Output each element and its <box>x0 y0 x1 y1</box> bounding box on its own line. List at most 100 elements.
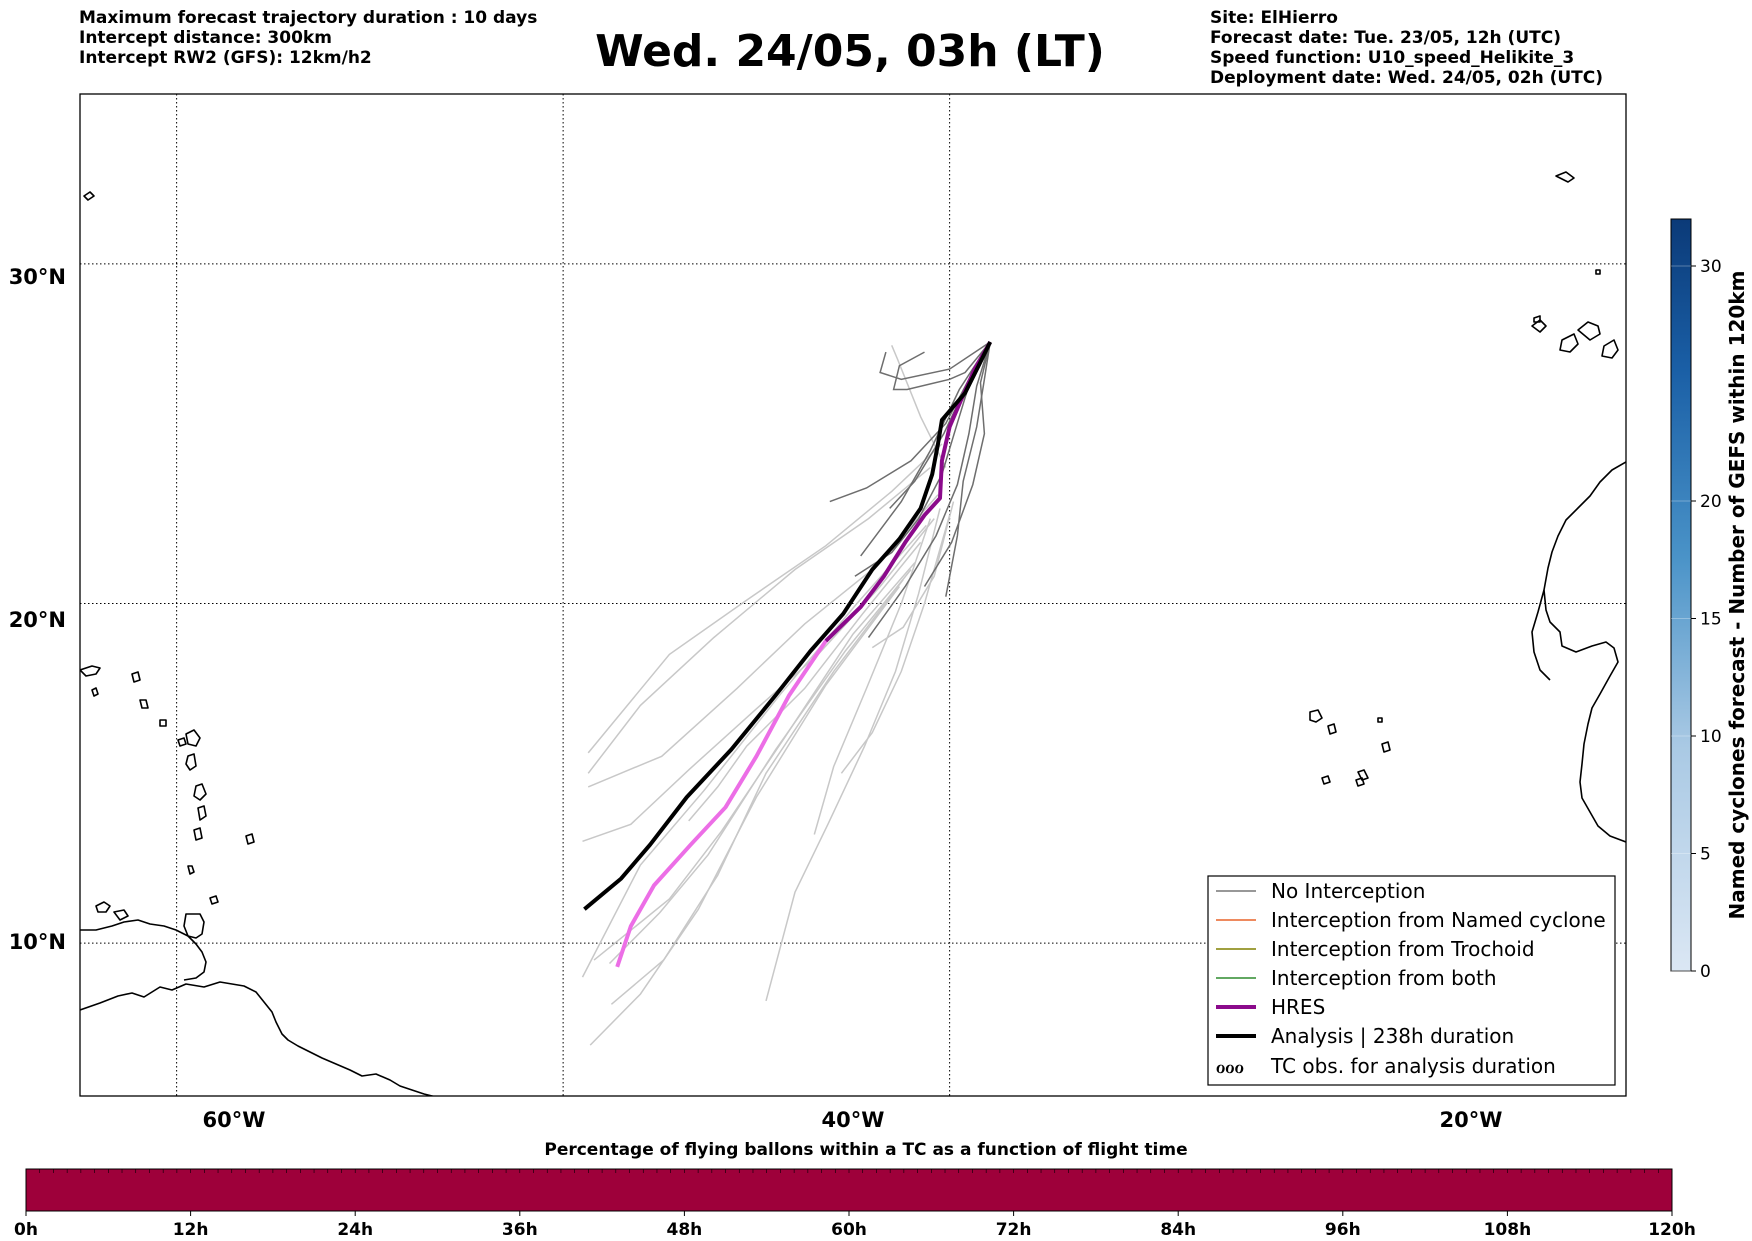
colorbar-flight-time-title: Percentage of flying ballons within a TC… <box>544 1140 1187 1160</box>
param-site: Site: ElHierro <box>1210 8 1338 28</box>
colorbar-cyclones-tick-label-3: 15 <box>1700 610 1722 630</box>
island-cape-verde-4 <box>1357 769 1369 781</box>
legend-label-analysis: Analysis | 238h duration <box>1271 1024 1514 1048</box>
lat-label-30n: 30°N <box>9 265 66 289</box>
legend-box <box>1207 875 1616 1086</box>
island-curacao <box>113 909 129 921</box>
param-forecast-date: Forecast date: Tue. 23/05, 12h (UTC) <box>1210 28 1561 48</box>
coast-venezuela-north <box>80 919 207 981</box>
island-east-small <box>1595 269 1601 275</box>
param-duration: Maximum forecast trajectory duration : 1… <box>79 8 538 28</box>
trajectory-ensemble-dark-0 <box>860 341 991 557</box>
island-virgin <box>131 671 141 683</box>
island-fuerteventura <box>1559 333 1579 353</box>
colorbar-flight-time-tick-label-0: 0h <box>14 1220 38 1240</box>
colorbar-cyclones-tick-label-1: 5 <box>1700 845 1711 865</box>
colorbar-flight-time-ticks: 0h 12h 24h 36h 48h 60h 72h 84h 96h 108h 120h <box>14 1169 1696 1240</box>
colorbar-flight-time-tick-label-3: 36h <box>502 1220 538 1240</box>
island-lanzarote <box>1577 321 1601 341</box>
island-antigua <box>177 737 187 747</box>
colorbar-flight-time-tick-label-10: 120h <box>1648 1220 1696 1240</box>
colorbar-flight-time-tick-label-5: 60h <box>831 1220 867 1240</box>
colorbar-cyclones-title: Named cyclones forecast - Number of GEFS… <box>1725 271 1749 920</box>
trajectory-ensemble-light-3 <box>582 518 935 843</box>
island-trinidad <box>183 913 205 939</box>
param-intercept-distance: Intercept distance: 300km <box>79 28 332 48</box>
colorbar-cyclones-tick-label-0: 0 <box>1700 962 1711 982</box>
island-cape-verde-3 <box>1381 741 1391 753</box>
trajectory-analysis <box>583 341 992 911</box>
trajectory-ensemble-dark-2 <box>867 341 991 638</box>
island-madeira <box>1555 171 1575 183</box>
island-la-palma <box>1533 315 1541 323</box>
island-st-lucia <box>197 805 207 821</box>
coast-africa <box>1543 461 1626 843</box>
island-dominica <box>185 753 197 771</box>
island-cape-verde-7 <box>1377 717 1383 723</box>
colorbar-flight-time-tick-label-9: 108h <box>1484 1220 1532 1240</box>
trajectory-ensemble-light-1 <box>587 467 931 774</box>
island-north-2 <box>91 687 99 697</box>
param-deployment-date: Deployment date: Wed. 24/05, 02h (UTC) <box>1210 68 1604 88</box>
lat-label-10n: 10°N <box>9 930 66 954</box>
island-cape-verde-1 <box>1309 709 1323 723</box>
island-north-1 <box>83 191 95 201</box>
colorbar-flight-time: Percentage of flying ballons within a TC… <box>14 1140 1696 1240</box>
coast-south-america <box>80 981 436 1096</box>
trajectory-ensemble-light-13 <box>891 345 947 468</box>
lat-label-20n: 20°N <box>9 608 66 632</box>
legend-label-hres: HRES <box>1271 995 1325 1019</box>
trajectory-hres-late <box>615 639 828 968</box>
colorbar-flight-time-tick-label-4: 48h <box>667 1220 703 1240</box>
trajectory-ensemble-dark-3 <box>879 341 991 381</box>
site-parameters: Site: ElHierro Forecast date: Tue. 23/05… <box>1210 8 1603 88</box>
colorbar-cyclones-ticks: 0 5 10 15 20 30 <box>1671 257 1722 982</box>
island-st-vincent <box>193 827 203 841</box>
trajectories-layer <box>581 341 992 1046</box>
lon-label-20w: 20°W <box>1440 1108 1503 1132</box>
colorbar-flight-time-tick-label-1: 12h <box>173 1220 209 1240</box>
trajectory-ensemble-light-9 <box>589 586 901 1046</box>
colorbar-flight-time-tick-label-8: 96h <box>1325 1220 1361 1240</box>
colorbar-flight-time-tick-label-7: 84h <box>1160 1220 1196 1240</box>
colorbar-flight-time-tick-label-6: 72h <box>996 1220 1032 1240</box>
island-grenada <box>187 865 195 875</box>
island-gran-canaria <box>1601 339 1619 359</box>
island-guadeloupe <box>185 729 201 747</box>
colorbar-cyclones: 0 5 10 15 20 30 Named cyclones forecast - Num… <box>1670 218 1749 982</box>
coast-africa-west-bulge <box>1531 589 1551 681</box>
legend-swatch-tc-obs-icon: ℴℴℴ <box>1216 1054 1244 1078</box>
forecast-parameters: Maximum forecast trajectory duration : 1… <box>79 8 537 68</box>
colorbar-cyclones-tick-label-4: 20 <box>1700 492 1722 512</box>
coastlines <box>80 171 1626 1096</box>
param-intercept-rw2: Intercept RW2 (GFS): 12km/h2 <box>79 48 372 68</box>
trajectory-ensemble-light-7 <box>608 569 912 965</box>
trajectory-ensemble-dark-4 <box>892 341 991 391</box>
island-cape-verde-2 <box>1327 723 1337 735</box>
trajectory-ensemble-light-0 <box>587 443 943 754</box>
island-barbados <box>245 833 255 845</box>
legend-label-no-interception: No Interception <box>1271 879 1425 903</box>
param-speed-function: Speed function: U10_speed_Helikite_3 <box>1210 48 1575 68</box>
island-puerto-rico-east <box>80 665 101 677</box>
island-martinique <box>193 783 207 801</box>
lon-label-40w: 40°W <box>822 1108 885 1132</box>
trajectory-ensemble-light-11 <box>765 508 941 1002</box>
legend-label-trochoid: Interception from Trochoid <box>1271 937 1535 961</box>
island-cape-verde-5 <box>1355 777 1365 787</box>
legend-label-tc-obs: TC obs. for analysis duration <box>1270 1054 1556 1078</box>
island-cape-verde-6 <box>1321 775 1331 785</box>
trajectory-ensemble-light-14 <box>871 501 955 649</box>
legend: No Interception Interception from Named … <box>1207 875 1616 1086</box>
colorbar-flight-time-bar <box>25 1168 1673 1212</box>
colorbar-cyclones-bar <box>1670 218 1692 972</box>
trajectory-ensemble-dark-5 <box>923 341 991 587</box>
island-leeward-1 <box>139 699 149 709</box>
lon-label-60w: 60°W <box>203 1108 266 1132</box>
legend-label-named-cyclone: Interception from Named cyclone <box>1271 908 1606 932</box>
trajectory-ensemble-dark-7 <box>945 341 991 597</box>
page-title: Wed. 24/05, 03h (LT) <box>595 26 1105 77</box>
colorbar-cyclones-tick-label-5: 30 <box>1700 257 1722 277</box>
island-tobago <box>209 895 219 905</box>
map-frame <box>79 93 1627 1097</box>
